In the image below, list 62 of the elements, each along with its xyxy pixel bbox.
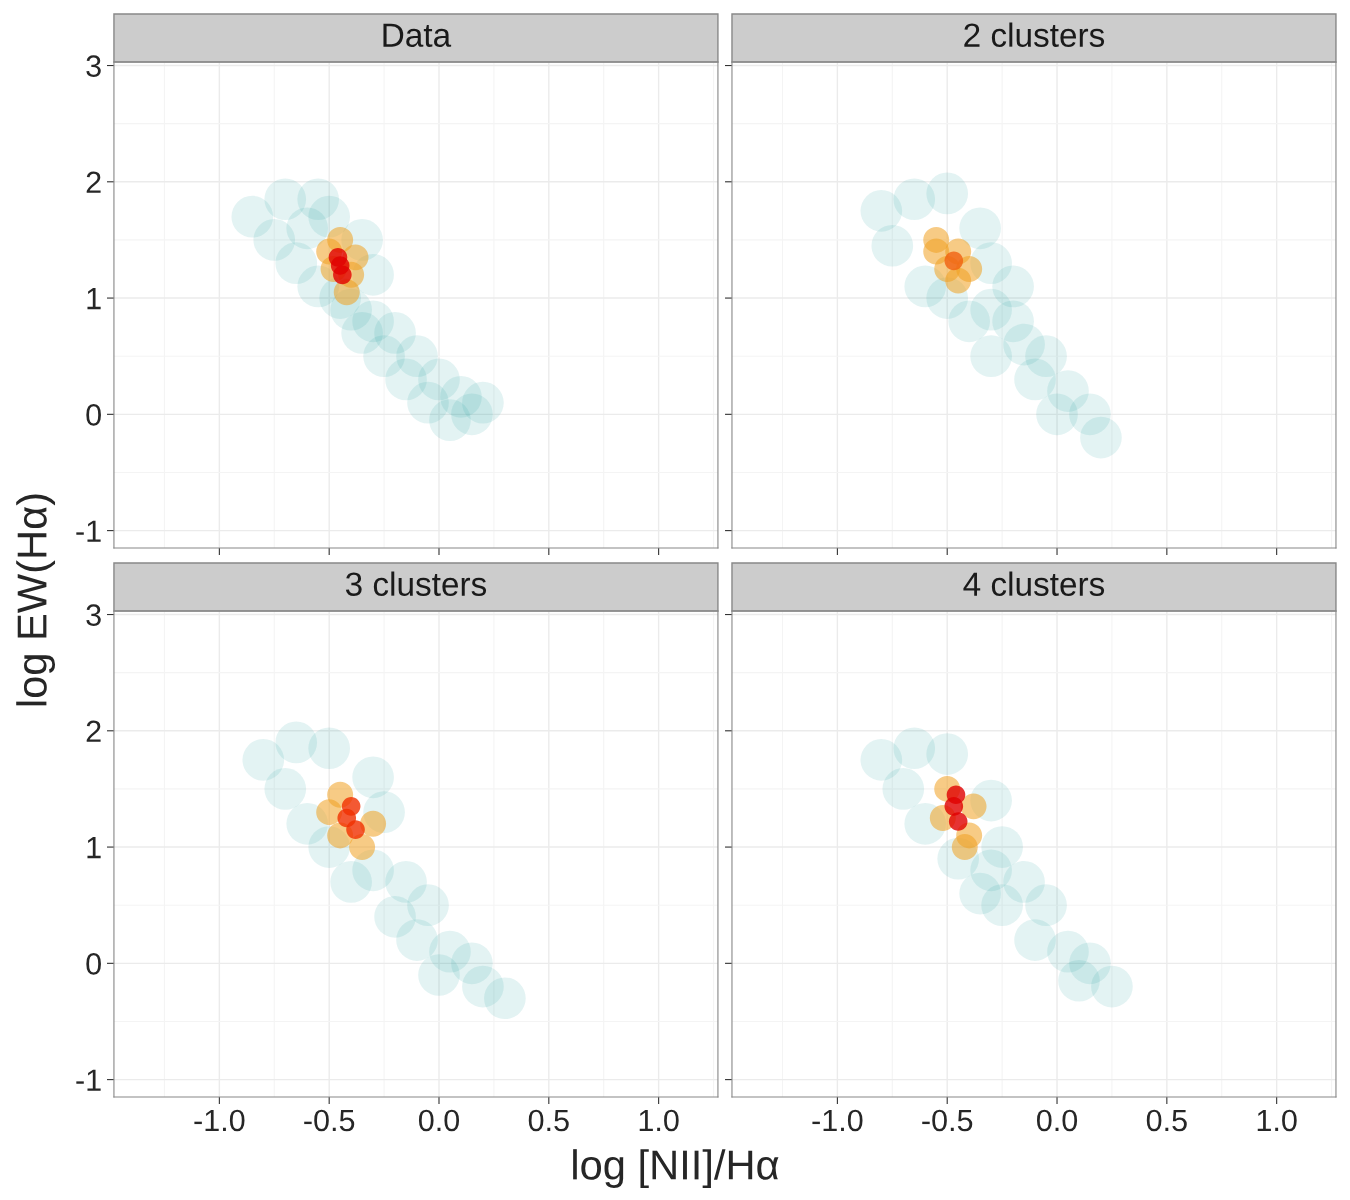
chart-title: 3 clusters [345, 571, 487, 596]
x-tick-label: 0.0 [418, 1109, 460, 1132]
x-tick-label: -0.5 [304, 1109, 355, 1132]
point [959, 872, 1001, 915]
point [893, 727, 936, 770]
point [308, 195, 351, 238]
point [893, 178, 936, 221]
y-tick-label: 3 [86, 604, 101, 626]
point [341, 797, 361, 816]
point [926, 733, 969, 775]
point [462, 381, 504, 424]
chart-title: 2 clusters [964, 22, 1105, 47]
point [429, 399, 471, 441]
point [923, 226, 950, 253]
point [1058, 959, 1100, 1002]
y-tick-label: 0 [86, 953, 101, 975]
point [871, 224, 914, 267]
point [1080, 416, 1122, 459]
x-tick-label: -0.5 [922, 1109, 973, 1132]
point [341, 312, 383, 354]
point [396, 919, 438, 961]
point [349, 834, 376, 861]
point [948, 300, 991, 343]
x-tick-label: 1.0 [1257, 1109, 1297, 1132]
point [992, 265, 1034, 308]
point [330, 861, 372, 903]
x-tick-label: -1.0 [812, 1109, 863, 1132]
point [960, 793, 987, 820]
point [264, 768, 307, 810]
y-axis-title: log EW(Hα) [16, 494, 56, 706]
y-tick-label: -1 [76, 520, 101, 542]
y-tick-label: 0 [86, 404, 101, 426]
point [308, 727, 351, 770]
chart-title: 4 clusters [963, 571, 1105, 596]
x-tick-label: 1.0 [639, 1109, 679, 1132]
y-tick-label: -1 [76, 1069, 101, 1091]
point [1014, 919, 1056, 961]
point [926, 172, 969, 215]
point [970, 335, 1012, 378]
point [948, 812, 968, 831]
point [1025, 884, 1067, 927]
x-tick-label: 0.5 [1146, 1109, 1187, 1132]
y-tick-label: 2 [86, 171, 101, 193]
x-tick-label: 0.0 [1036, 1109, 1078, 1132]
point [242, 739, 285, 781]
chart-title: Data [383, 23, 452, 47]
y-tick-label: 2 [86, 720, 101, 742]
y-tick-label: 1 [87, 288, 101, 310]
y-tick-label: 3 [86, 55, 101, 77]
x-axis-title: log [NII]/Hα [573, 1149, 779, 1188]
point [959, 207, 1001, 250]
point [418, 954, 460, 996]
y-tick-label: 1 [87, 837, 101, 859]
point [882, 768, 925, 810]
point [1014, 358, 1056, 401]
point [945, 267, 972, 294]
point [346, 820, 365, 839]
point [484, 977, 526, 1020]
x-tick-label: -1.0 [194, 1109, 245, 1132]
point [407, 884, 449, 927]
x-tick-label: 0.5 [528, 1109, 569, 1132]
point [352, 756, 394, 799]
